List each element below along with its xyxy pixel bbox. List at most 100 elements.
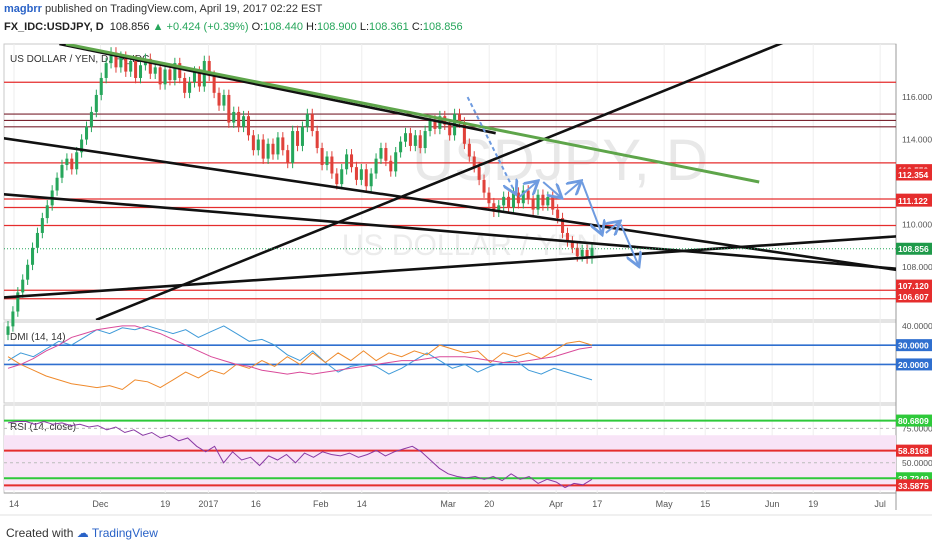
candle-body xyxy=(507,196,511,208)
dmi-level-badge-bg xyxy=(896,339,932,352)
candle-body xyxy=(134,60,138,78)
candle-body xyxy=(551,196,555,210)
dmi-series-line xyxy=(7,325,593,375)
price-badge: 111.122 xyxy=(898,196,928,206)
close-label: C: xyxy=(411,21,423,33)
price-badge: 112.354 xyxy=(898,170,929,180)
candle-body xyxy=(462,122,466,144)
candle-body xyxy=(325,156,329,166)
rsi-level-badge: 38.7249 xyxy=(898,474,929,484)
symbol-label[interactable]: FX_IDC:USDJPY, D xyxy=(4,21,104,33)
x-tick-label: May xyxy=(656,499,674,509)
candle-body xyxy=(109,52,113,64)
candle-body xyxy=(192,71,197,83)
candle-body xyxy=(384,148,388,161)
author-link[interactable]: magbrr xyxy=(4,3,42,15)
candle-body xyxy=(55,177,59,191)
candle-body xyxy=(188,82,192,93)
rsi-tick-label: 75.0000 xyxy=(902,423,932,433)
candle-body xyxy=(158,67,162,85)
candle-body xyxy=(457,114,462,123)
candle-body xyxy=(114,52,118,68)
x-tick-label: 16 xyxy=(251,499,261,509)
x-tick-label: Jun xyxy=(765,499,780,509)
x-tick-label: 14 xyxy=(357,499,367,509)
price-tick-label: 116.000 xyxy=(902,92,932,102)
x-tick-label: 14 xyxy=(9,499,19,509)
candle-body xyxy=(153,67,157,74)
x-tick-label: 15 xyxy=(700,499,710,509)
candle-body xyxy=(207,60,211,76)
candle-body xyxy=(536,194,540,210)
dmi-level-badge: 20.0000 xyxy=(898,360,929,370)
candle-body xyxy=(84,126,89,140)
candle-body xyxy=(232,111,236,123)
price-badge-bg xyxy=(896,279,932,292)
x-tick-label: Dec xyxy=(92,499,109,509)
change-value: ▲ +0.424 (+0.39%) xyxy=(152,21,249,33)
candle-body xyxy=(16,292,20,312)
x-tick-label: 17 xyxy=(592,499,602,509)
candle-body xyxy=(399,141,403,153)
candle-body xyxy=(286,150,290,163)
projection-arrow xyxy=(620,224,638,264)
candle-body xyxy=(556,209,560,219)
black-trend-line xyxy=(4,136,896,272)
rsi-level-badge-bg xyxy=(896,444,932,457)
price-tick-label: 114.000 xyxy=(902,135,932,145)
candle-body xyxy=(80,139,84,153)
publish-header: magbrr published on TradingView.com, Apr… xyxy=(4,3,322,15)
candle-body xyxy=(408,133,412,146)
candle-body xyxy=(423,131,427,149)
candle-body xyxy=(99,77,103,95)
publish-info: published on TradingView.com, April 19, … xyxy=(44,3,323,15)
candle-body xyxy=(570,241,574,248)
rsi-level-badge: 80.6809 xyxy=(898,416,929,426)
main-panel-title: US DOLLAR / YEN, D, FX_IDC xyxy=(10,54,149,65)
ohlc-legend: FX_IDC:USDJPY, D 108.856 ▲ +0.424 (+0.39… xyxy=(4,21,463,33)
candle-body xyxy=(580,249,584,257)
candle-body xyxy=(197,71,201,87)
projection-arrow xyxy=(466,96,516,193)
candle-body xyxy=(364,169,368,187)
watermark-symbol: USDJPY, D xyxy=(412,128,707,193)
x-tick-label: Mar xyxy=(440,499,456,509)
footer: Created with ☁ TradingView xyxy=(6,526,158,540)
panel-frame-2 xyxy=(3,321,897,404)
candle-body xyxy=(261,139,265,159)
tradingview-brand[interactable]: TradingView xyxy=(91,526,158,540)
candle-body xyxy=(168,69,172,81)
candle-body xyxy=(546,196,550,206)
price-badge-bg xyxy=(896,194,932,207)
black-trend-line xyxy=(59,44,496,135)
candle-body xyxy=(502,196,506,206)
candle-body xyxy=(138,65,143,78)
candle-body xyxy=(472,156,476,168)
rsi-series-line xyxy=(7,420,593,489)
rsi-level-badge-bg xyxy=(896,479,932,492)
dmi-level-badge: 30.0000 xyxy=(898,341,929,351)
candle-body xyxy=(94,94,98,112)
candle-body xyxy=(227,94,231,123)
candle-body xyxy=(345,154,349,170)
black-trend-line xyxy=(4,192,896,270)
candle-body xyxy=(291,131,295,163)
candle-body xyxy=(516,192,520,204)
x-tick-label: Jul xyxy=(874,499,886,509)
candle-body xyxy=(26,264,30,280)
candle-body xyxy=(320,148,324,166)
price-tick-label: 110.000 xyxy=(902,219,932,229)
candle-body xyxy=(561,218,565,233)
x-tick-label: 19 xyxy=(808,499,818,509)
candle-body xyxy=(217,92,221,106)
candle-body xyxy=(521,190,525,204)
candle-body xyxy=(359,169,363,180)
candle-body xyxy=(178,63,182,78)
candle-body xyxy=(418,135,422,149)
candle-body xyxy=(256,139,260,151)
x-tick-label: Feb xyxy=(313,499,329,509)
high-label: H: xyxy=(306,21,318,33)
candle-body xyxy=(492,203,496,212)
dmi-level-badge-bg xyxy=(896,358,932,371)
